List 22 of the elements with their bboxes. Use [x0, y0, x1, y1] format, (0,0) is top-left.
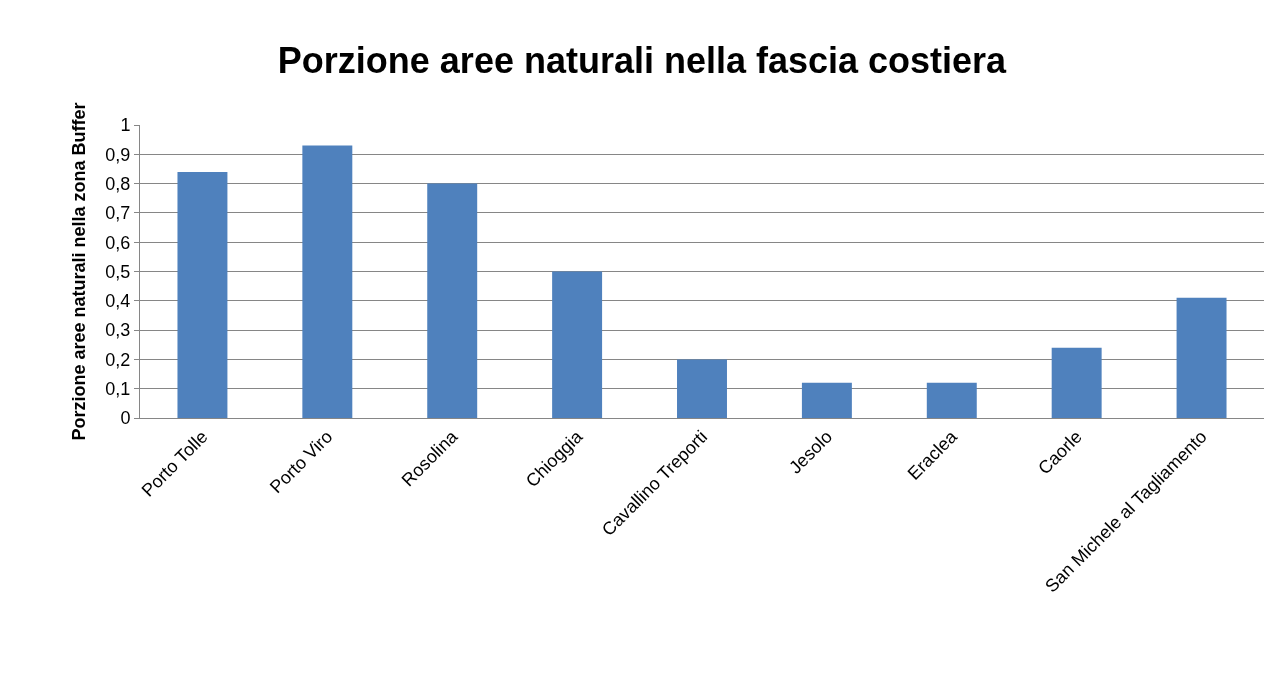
y-tick-label: 0,5 [105, 261, 131, 282]
y-axis-title: Porzione aree naturali nella zona Buffer [68, 102, 89, 441]
bar [427, 183, 478, 418]
bar [677, 359, 727, 418]
y-tick-label: 0,7 [105, 203, 131, 224]
bar [177, 171, 228, 418]
bar [302, 145, 353, 418]
y-tick-label: 0 [120, 408, 131, 429]
y-tick-label: 0,2 [105, 349, 131, 370]
y-tick-label: 0,3 [105, 320, 131, 341]
y-tick-label: 0,9 [105, 144, 131, 165]
bar [926, 382, 977, 418]
y-tick-label: 0,4 [105, 291, 131, 312]
y-tick-label: 1 [120, 115, 131, 136]
chart-title: Porzione aree naturali nella fascia costiera [277, 39, 1008, 81]
bar [801, 382, 852, 418]
y-tick-label: 0,1 [105, 379, 131, 399]
y-tick-label: 0,8 [105, 173, 131, 194]
bar [1051, 347, 1102, 418]
bar [552, 271, 603, 418]
bar [1176, 297, 1227, 418]
y-tick-label: 0,6 [105, 232, 131, 253]
